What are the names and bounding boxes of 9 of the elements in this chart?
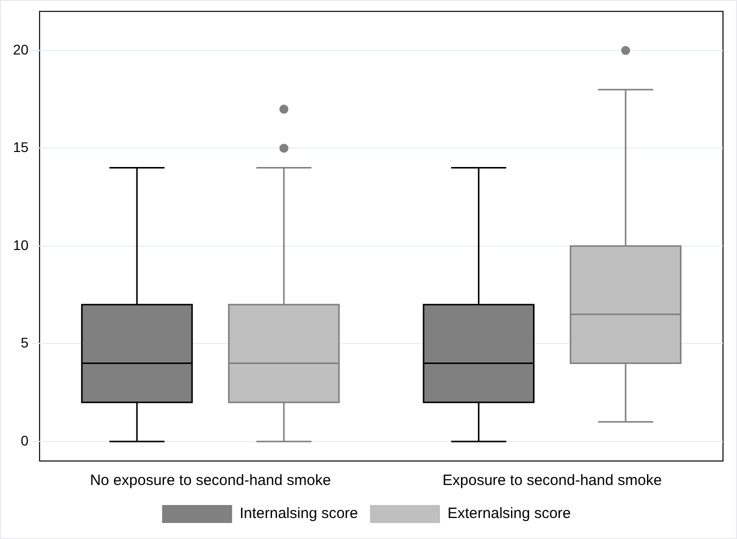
x-tick-label: Exposure to second-hand smoke: [442, 472, 662, 490]
y-tick-label: 20: [12, 41, 29, 58]
y-tick-label: 5: [20, 334, 29, 351]
legend-label: Internalsing score: [240, 505, 358, 522]
x-tick-label: No exposure to second-hand smoke: [90, 472, 331, 490]
y-tick-label: 10: [12, 236, 29, 253]
y-tick-label: 0: [20, 432, 29, 448]
y-tick-label: 15: [12, 139, 29, 156]
legend-label: Externalsing score: [448, 505, 571, 522]
